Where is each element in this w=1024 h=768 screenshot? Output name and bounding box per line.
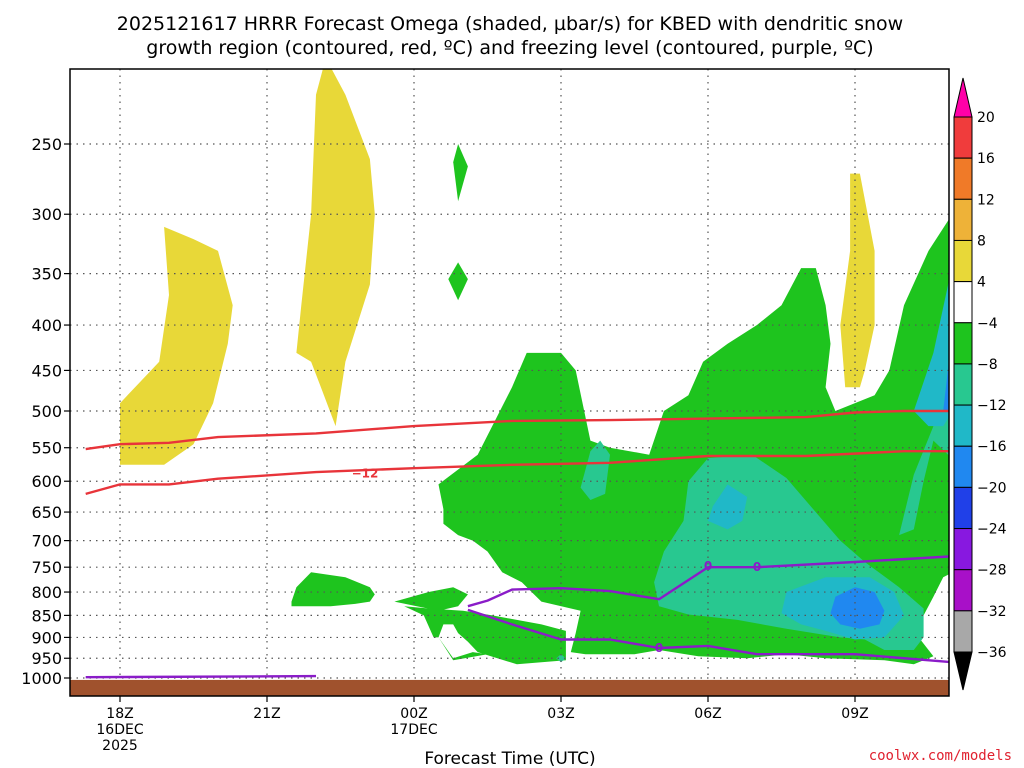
omega-region-m4-3 bbox=[394, 587, 468, 611]
omega-region-m12-2 bbox=[913, 280, 949, 427]
ground-surface bbox=[70, 679, 949, 696]
dgz-isotherm-label-1: −12 bbox=[352, 466, 379, 480]
gridlines bbox=[70, 69, 949, 696]
omega-region-m16-1 bbox=[943, 360, 949, 411]
colorbar-bottom-arrow bbox=[953, 651, 973, 691]
contour-lines bbox=[85, 409, 949, 679]
freezing-level-1 bbox=[467, 555, 949, 608]
colorbar-label-12: −32 bbox=[977, 604, 1007, 620]
colorbar-box-12 bbox=[953, 610, 973, 653]
chart-title-line1: 2025121617 HRRR Forecast Omega (shaded, … bbox=[117, 13, 903, 35]
plot-area bbox=[70, 69, 949, 696]
omega-region-4-2 bbox=[840, 173, 875, 388]
colorbar-box-9 bbox=[953, 486, 973, 530]
y-tick-label-450: 450 bbox=[31, 361, 62, 380]
colorbar-box-7 bbox=[953, 404, 973, 447]
omega-region-m4-5 bbox=[438, 637, 488, 661]
colorbar: 20 16 12 8 4 −4 −8 −12 −16 −20 −24 −28 −32 −36 bbox=[953, 77, 1007, 691]
omega-region-4-1 bbox=[296, 69, 375, 427]
colorbar-box-5 bbox=[953, 322, 973, 365]
colorbar-label-11: −28 bbox=[977, 563, 1007, 579]
dgz-isotherm-0 bbox=[85, 409, 949, 451]
site-credit: coolwx.com/models bbox=[869, 748, 1012, 764]
x-tick-label-6-1: 17DEC bbox=[390, 722, 437, 738]
y-tick-label-400: 400 bbox=[31, 316, 62, 335]
x-tick-label-0-2: 2025 bbox=[102, 738, 138, 754]
colorbar-box-11 bbox=[953, 569, 973, 612]
y-tick-label-300: 300 bbox=[31, 205, 62, 224]
omega-region-m4-4 bbox=[404, 606, 566, 665]
colorbar-label-6: −8 bbox=[977, 357, 998, 373]
y-axis: 250 300 350 400 450 500 550 600 650 700 750 800 850 9… bbox=[21, 135, 70, 688]
colorbar-label-5: −4 bbox=[977, 316, 998, 332]
x-tick-label-0-0: 18Z bbox=[106, 706, 133, 722]
omega-region-m12-0 bbox=[708, 484, 748, 530]
colorbar-label-13: −36 bbox=[977, 645, 1007, 661]
colorbar-label-1: 16 bbox=[977, 151, 995, 167]
x-tick-label-12-0: 06Z bbox=[694, 706, 721, 722]
omega-region-4-0 bbox=[120, 226, 233, 465]
y-tick-label-950: 950 bbox=[31, 649, 62, 668]
y-tick-label-800: 800 bbox=[31, 583, 62, 602]
omega-region-m16-0 bbox=[830, 587, 885, 629]
y-tick-label-700: 700 bbox=[31, 532, 62, 551]
colorbar-box-0 bbox=[953, 116, 973, 159]
y-tick-label-350: 350 bbox=[31, 265, 62, 284]
x-tick-label-15-0: 09Z bbox=[841, 706, 868, 722]
dgz-isotherm-1 bbox=[85, 450, 949, 496]
y-tick-label-500: 500 bbox=[31, 402, 62, 421]
y-tick-label-750: 750 bbox=[31, 558, 62, 577]
x-tick-label-9-0: 03Z bbox=[547, 706, 574, 722]
y-tick-label-600: 600 bbox=[31, 472, 62, 491]
freezing-level-label-2: 0 bbox=[655, 641, 663, 655]
colorbar-box-3 bbox=[953, 239, 973, 283]
colorbar-label-3: 8 bbox=[977, 233, 986, 249]
y-tick-label-550: 550 bbox=[31, 439, 62, 458]
contour-labels: −12 0 0 0 bbox=[352, 466, 762, 655]
omega-region-m8-0 bbox=[580, 440, 610, 500]
y-tick-label-650: 650 bbox=[31, 503, 62, 522]
colorbar-label-8: −16 bbox=[977, 439, 1007, 455]
x-tick-label-6-0: 00Z bbox=[400, 706, 427, 722]
omega-region-m4-1 bbox=[448, 262, 468, 301]
omega-shading bbox=[120, 69, 949, 665]
freezing-level-0 bbox=[85, 674, 317, 679]
y-tick-label-1000: 1000 bbox=[21, 669, 62, 688]
omega-region-m4-2 bbox=[291, 572, 375, 607]
colorbar-label-2: 12 bbox=[977, 192, 995, 208]
colorbar-label-9: −20 bbox=[977, 480, 1007, 496]
colorbar-label-10: −24 bbox=[977, 522, 1007, 538]
colorbar-label-0: 20 bbox=[977, 110, 995, 126]
colorbar-box-4 bbox=[953, 281, 973, 324]
y-tick-label-850: 850 bbox=[31, 606, 62, 625]
colorbar-label-7: −12 bbox=[977, 398, 1007, 414]
colorbar-box-2 bbox=[953, 198, 973, 241]
colorbar-box-10 bbox=[953, 528, 973, 571]
x-axis-title: Forecast Time (UTC) bbox=[424, 749, 595, 768]
chart-title-line2: growth region (contoured, red, ºC) and f… bbox=[146, 37, 873, 59]
plot-frame bbox=[69, 68, 950, 697]
colorbar-top-arrow bbox=[953, 77, 973, 118]
omega-region-m8-3 bbox=[556, 654, 566, 663]
freezing-level-label-1: 0 bbox=[704, 559, 712, 573]
y-tick-label-250: 250 bbox=[31, 135, 62, 154]
x-tick-label-0-1: 16DEC bbox=[96, 722, 143, 738]
omega-region-m4-0 bbox=[453, 144, 468, 202]
colorbar-box-6 bbox=[953, 363, 973, 406]
colorbar-label-4: 4 bbox=[977, 275, 986, 291]
freezing-level-2 bbox=[467, 608, 949, 664]
colorbar-box-1 bbox=[953, 157, 973, 200]
x-tick-label-3-0: 21Z bbox=[253, 706, 280, 722]
colorbar-box-8 bbox=[953, 445, 973, 488]
freezing-level-label-0: 0 bbox=[753, 560, 761, 574]
y-tick-label-900: 900 bbox=[31, 628, 62, 647]
